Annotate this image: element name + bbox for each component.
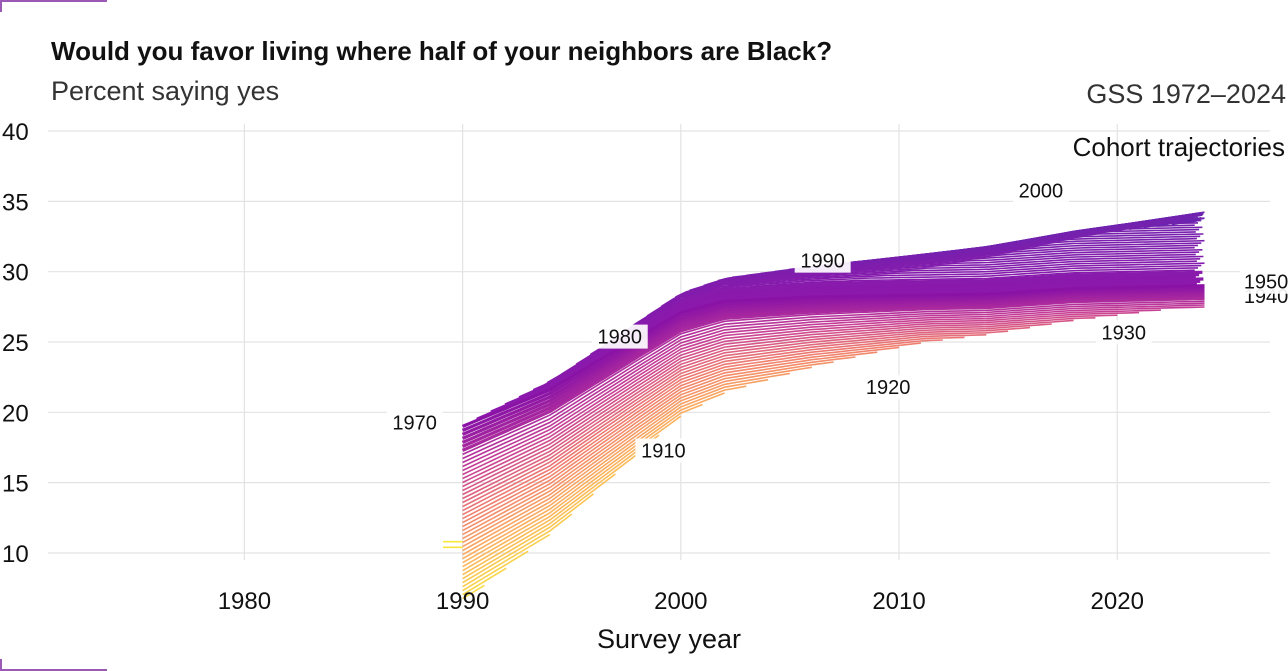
cohort-line — [462, 336, 965, 512]
axes: 1980 1990 2000 2010 2020 10 15 20 25 30 35 40 — [2, 119, 1144, 615]
cohort-label-bg — [794, 248, 851, 273]
cohort-label: 1990 — [800, 251, 845, 273]
cohort-label: 2000 — [1019, 180, 1064, 202]
cohort-line — [462, 361, 834, 536]
cohort-line — [462, 378, 769, 548]
cohort-line — [462, 302, 1205, 464]
cohort-line — [462, 298, 1205, 456]
x-tick-label: 1980 — [218, 588, 271, 615]
cohort-label-bg — [1012, 178, 1069, 203]
cohort-line — [462, 314, 1118, 484]
cohort-line — [462, 550, 529, 592]
cohort-line — [462, 473, 616, 576]
cohort-label-bg — [386, 410, 443, 435]
cohort-line — [462, 385, 747, 552]
x-tick-label: 1990 — [436, 588, 489, 615]
cohort-line — [462, 372, 791, 544]
y-tick-label: 30 — [2, 260, 29, 287]
x-axis-title: Survey year — [597, 624, 741, 654]
corner-mark-top — [0, 0, 107, 12]
cohort-label-bg — [591, 324, 648, 349]
cohort-line — [462, 323, 1052, 496]
chart-title: Would you favor living where half of you… — [51, 36, 833, 66]
cohort-line — [462, 351, 878, 528]
cohort-line — [646, 255, 1204, 317]
cohort-line — [603, 262, 1205, 346]
cohort-line — [462, 330, 1009, 504]
cohort-line — [462, 453, 638, 572]
y-tick-label: 35 — [2, 189, 29, 216]
cohort-label: 1950 — [1244, 272, 1288, 294]
cohort-line — [461, 286, 1205, 432]
cohort-line — [462, 334, 987, 508]
y-tick-label: 10 — [2, 541, 29, 568]
cohort-line — [462, 311, 1140, 480]
cohort-line — [462, 339, 943, 516]
cohort-line — [462, 366, 812, 540]
cohort-line — [462, 306, 1205, 472]
cohort-line — [462, 392, 725, 556]
cohort-line — [462, 584, 485, 600]
cohort-line — [462, 346, 900, 524]
cohort-line — [462, 317, 1096, 488]
x-tick-label: 2010 — [872, 588, 925, 615]
legend-title: Cohort trajectories — [1073, 132, 1285, 162]
cohort-line — [461, 295, 1205, 452]
cohort-line — [461, 289, 1205, 440]
cohort-label: 1920 — [866, 377, 911, 399]
cohort-line — [462, 567, 507, 596]
cohort-line — [462, 304, 1205, 468]
cohort-line — [461, 291, 1205, 444]
cohort-line — [675, 251, 1200, 298]
cohort-label: 1980 — [597, 327, 642, 349]
cohort-line — [462, 356, 856, 532]
cohort-line — [462, 403, 703, 560]
cohort-line — [660, 253, 1196, 308]
cohort-line — [462, 533, 551, 588]
cohort-line — [589, 264, 1202, 356]
cohort-line — [462, 513, 573, 584]
corner-mark-bottom — [0, 659, 107, 671]
y-tick-label: 40 — [2, 119, 29, 146]
x-tick-label: 2000 — [654, 588, 707, 615]
y-tick-label: 15 — [2, 471, 29, 498]
y-tick-label: 20 — [2, 400, 29, 427]
cohort-label: 1970 — [392, 412, 437, 434]
cohort-line — [462, 326, 1031, 500]
x-tick-label: 2020 — [1091, 588, 1144, 615]
y-tick-label: 25 — [2, 330, 29, 357]
cohort-label-bg — [860, 375, 917, 400]
cohort-line — [462, 300, 1205, 460]
cohort-line — [461, 293, 1205, 448]
cohort-line — [462, 309, 1161, 476]
cohort-line — [462, 342, 921, 520]
cohort-label-bg — [1239, 269, 1288, 294]
cohort-line — [462, 434, 660, 568]
cohort-line — [461, 284, 1205, 428]
cohort-line — [462, 493, 594, 580]
cohort-line — [461, 288, 1205, 436]
chart-subtitle: Percent saying yes — [51, 76, 280, 106]
cohort-label: 1930 — [1102, 322, 1147, 344]
cohort-label-bg — [1095, 320, 1152, 345]
cohort-line — [618, 260, 1197, 336]
cohort-label-bg — [635, 438, 692, 463]
chart-caption: GSS 1972–2024 — [1086, 79, 1286, 109]
cohort-line — [462, 319, 1074, 492]
cohort-label: 1910 — [641, 441, 686, 463]
